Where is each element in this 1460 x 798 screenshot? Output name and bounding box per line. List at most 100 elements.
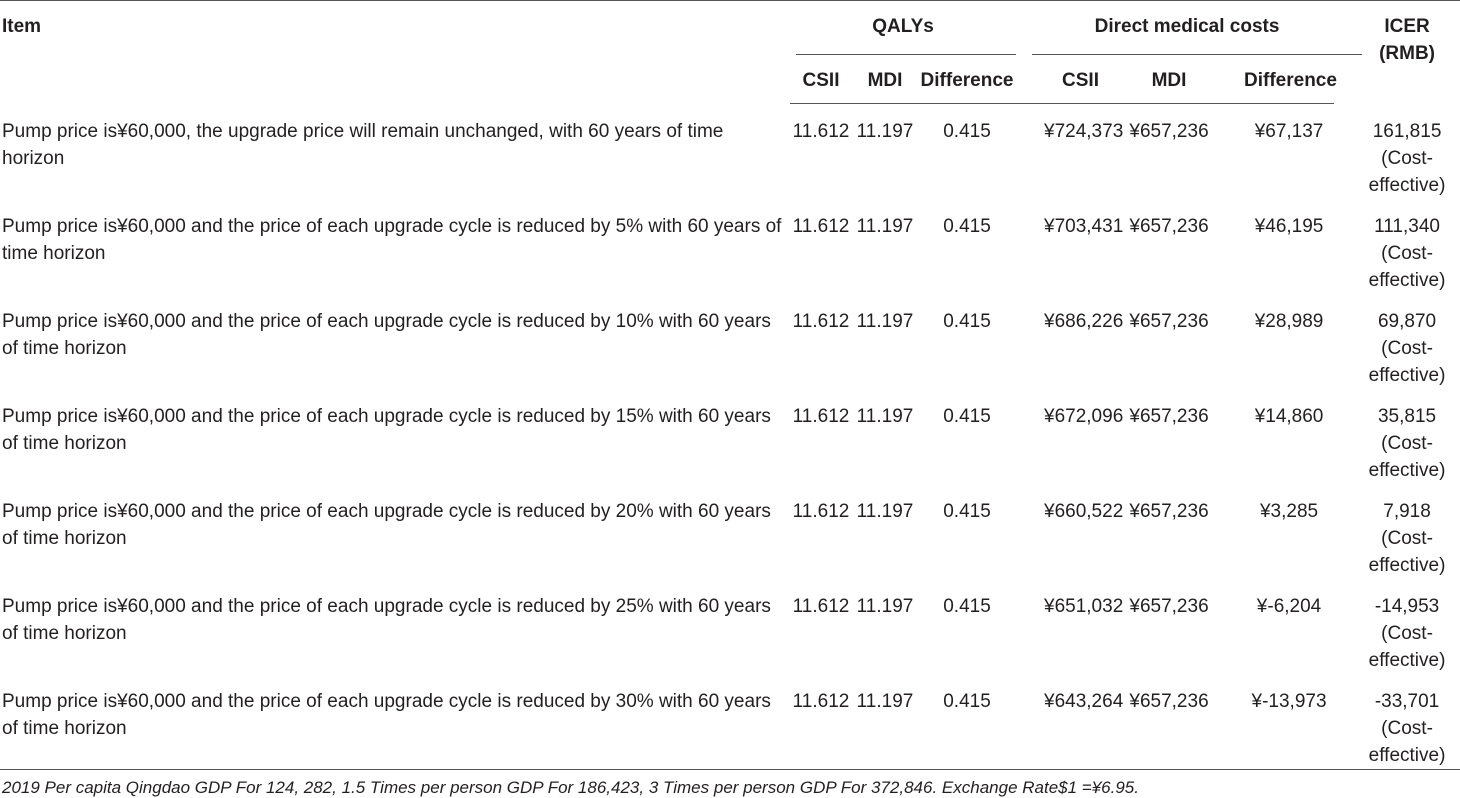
row-icer-note: (Cost-effective) xyxy=(1368,622,1446,671)
row-cost-csii: ¥651,032 xyxy=(1044,595,1124,617)
row-item-description: Pump price is¥60,000 and the price of ea… xyxy=(2,310,771,359)
header-item: Item xyxy=(0,0,790,104)
header-icer-line2: (RMB) xyxy=(1379,43,1436,64)
row-qaly-difference: 0.415 xyxy=(943,405,991,427)
row-spacer xyxy=(1016,294,1040,389)
row-icer-value: -14,953 xyxy=(1374,595,1440,617)
row-cost-csii: ¥643,264 xyxy=(1040,673,1123,770)
row-icer-value: 69,870 xyxy=(1377,310,1437,332)
subheader-spacer xyxy=(1016,55,1041,104)
row-cost-mdi: ¥657,236 xyxy=(1129,121,1209,142)
subheader-qaly-difference: Difference xyxy=(918,55,1017,104)
row-icer-value: 35,815 xyxy=(1377,405,1437,427)
subheader-cost-difference: Difference xyxy=(1224,55,1337,104)
header-spacer xyxy=(1016,0,1041,55)
row-icer: 7,918 (Cost-effective) xyxy=(1334,484,1460,579)
table-row: Pump price is¥60,000 and the price of ea… xyxy=(0,294,1460,389)
results-table: Item QALYs Direct medical costs ICER (RM… xyxy=(0,0,1460,770)
row-spacer xyxy=(1016,199,1040,294)
row-qaly-difference: 0.415 xyxy=(943,500,991,522)
row-cost-mdi: ¥657,236 xyxy=(1129,595,1209,617)
row-cost-difference: ¥3,285 xyxy=(1259,500,1319,522)
row-item-description: Pump price is¥60,000 and the price of ea… xyxy=(2,405,771,454)
row-qaly-csii: 11.612 xyxy=(790,673,852,770)
row-cost-mdi: ¥657,236 xyxy=(1129,215,1209,237)
row-icer: 69,870 (Cost-effective) xyxy=(1334,294,1460,389)
row-qaly-mdi: 11.197 xyxy=(856,310,914,332)
row-icer-value: 161,815 xyxy=(1372,120,1442,142)
row-icer-note: (Cost-effective) xyxy=(1368,717,1446,766)
row-qaly-csii: 11.612 xyxy=(792,121,850,142)
row-icer-note: (Cost-effective) xyxy=(1368,147,1446,196)
header-direct-costs: Direct medical costs xyxy=(1032,0,1363,55)
costs-group-rule xyxy=(1032,54,1363,55)
row-icer-value: 111,340 xyxy=(1374,215,1440,237)
table-row: Pump price is¥60,000 and the price of ea… xyxy=(0,579,1460,674)
row-icer: -14,953 (Cost-effective) xyxy=(1334,579,1460,674)
row-icer: 161,815 (Cost-effective) xyxy=(1334,104,1460,199)
row-qaly-difference: 0.415 xyxy=(918,673,1017,770)
row-cost-mdi: ¥657,236 xyxy=(1129,500,1209,522)
table-body: Pump price is¥60,000, the upgrade price … xyxy=(0,104,1460,770)
row-qaly-difference: 0.415 xyxy=(943,310,991,332)
row-icer-note: (Cost-effective) xyxy=(1368,432,1446,481)
row-item-description: Pump price is¥60,000 and the price of ea… xyxy=(2,595,771,644)
row-qaly-difference: 0.415 xyxy=(943,595,991,617)
row-qaly-csii: 11.612 xyxy=(792,595,850,617)
row-cost-mdi: ¥657,236 xyxy=(1114,673,1225,770)
row-icer: -33,701 (Cost-effective) xyxy=(1334,673,1460,770)
row-item-description: Pump price is¥60,000, the upgrade price … xyxy=(2,120,724,169)
table-footnote: 2019 Per capita Qingdao GDP For 124, 282… xyxy=(2,777,1139,797)
row-spacer xyxy=(1016,104,1040,199)
row-spacer xyxy=(1016,389,1040,484)
header-qalys: QALYs xyxy=(790,0,1017,55)
row-icer: 111,340 (Cost-effective) xyxy=(1334,199,1460,294)
row-cost-csii: ¥660,522 xyxy=(1044,500,1124,522)
row-cost-csii: ¥703,431 xyxy=(1044,215,1124,237)
table-row: Pump price is¥60,000, the upgrade price … xyxy=(0,104,1460,199)
row-cost-csii: ¥724,373 xyxy=(1044,121,1124,142)
row-item-description: Pump price is¥60,000 and the price of ea… xyxy=(2,500,771,549)
row-qaly-csii: 11.612 xyxy=(792,500,850,522)
row-icer-note: (Cost-effective) xyxy=(1368,337,1446,386)
subheader-cost-csii: CSII xyxy=(1040,55,1115,104)
row-qaly-difference: 0.415 xyxy=(943,121,991,142)
row-cost-difference: ¥28,989 xyxy=(1254,310,1324,332)
row-qaly-mdi: 11.197 xyxy=(852,673,918,770)
row-qaly-mdi: 11.197 xyxy=(856,215,914,237)
row-qaly-difference: 0.415 xyxy=(943,215,991,237)
header-direct-costs-label: Direct medical costs xyxy=(1094,16,1280,37)
row-qaly-csii: 11.612 xyxy=(792,215,850,237)
row-spacer xyxy=(1016,579,1040,674)
row-cost-difference: ¥-13,973 xyxy=(1224,673,1335,770)
row-qaly-mdi: 11.197 xyxy=(856,595,914,617)
header-row-1: Item QALYs Direct medical costs ICER (RM… xyxy=(0,0,1460,104)
table-row: Pump price is¥60,000 and the price of ea… xyxy=(0,484,1460,579)
header-qalys-label: QALYs xyxy=(872,16,934,37)
row-cost-csii: ¥672,096 xyxy=(1044,405,1124,427)
row-cost-difference: ¥46,195 xyxy=(1254,215,1324,237)
table-row: Pump price is¥60,000 and the price of ea… xyxy=(0,673,1460,770)
row-icer-value: 7,918 xyxy=(1383,500,1431,522)
row-cost-difference: ¥67,137 xyxy=(1254,121,1324,142)
row-qaly-csii: 11.612 xyxy=(792,405,850,427)
row-item-description: Pump price is¥60,000 and the price of ea… xyxy=(2,215,782,264)
row-item-description: Pump price is¥60,000 and the price of ea… xyxy=(0,673,790,770)
row-qaly-csii: 11.612 xyxy=(792,310,850,332)
subheader-qaly-mdi: MDI xyxy=(852,55,918,104)
row-spacer xyxy=(1016,484,1040,579)
qalys-group-rule xyxy=(796,54,1017,55)
row-icer-note: (Cost-effective) xyxy=(1368,527,1446,576)
subheader-qaly-csii: CSII xyxy=(790,55,852,104)
table-row: Pump price is¥60,000 and the price of ea… xyxy=(0,389,1460,484)
header-icer: ICER (RMB) xyxy=(1334,0,1460,104)
row-spacer xyxy=(1016,673,1041,770)
table-row: Pump price is¥60,000 and the price of ea… xyxy=(0,199,1460,294)
row-cost-mdi: ¥657,236 xyxy=(1129,405,1209,427)
row-cost-mdi: ¥657,236 xyxy=(1129,310,1209,332)
row-icer-value: -33,701 xyxy=(1374,690,1440,712)
row-cost-difference: ¥-6,204 xyxy=(1256,595,1322,617)
header-row-2: CSII MDI Difference CSII MDI Difference xyxy=(0,55,1460,104)
row-qaly-mdi: 11.197 xyxy=(856,405,914,427)
row-icer: 35,815 (Cost-effective) xyxy=(1334,389,1460,484)
